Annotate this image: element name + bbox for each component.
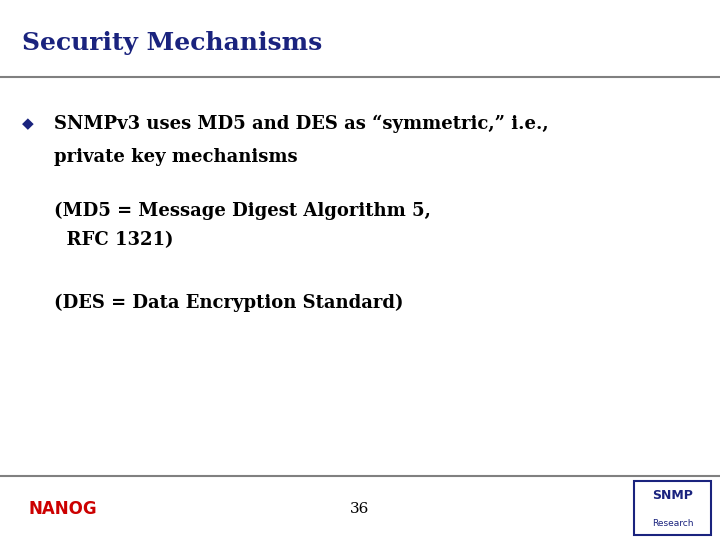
- Text: (MD5 = Message Digest Algorithm 5,: (MD5 = Message Digest Algorithm 5,: [54, 201, 431, 220]
- Text: (DES = Data Encryption Standard): (DES = Data Encryption Standard): [54, 293, 403, 312]
- Text: SNMPv3 uses MD5 and DES as “symmetric,” i.e.,: SNMPv3 uses MD5 and DES as “symmetric,” …: [54, 115, 549, 133]
- Text: RFC 1321): RFC 1321): [54, 231, 174, 249]
- Text: private key mechanisms: private key mechanisms: [54, 147, 297, 166]
- Text: Security Mechanisms: Security Mechanisms: [22, 31, 322, 55]
- FancyBboxPatch shape: [634, 481, 711, 535]
- Text: ◆: ◆: [22, 117, 33, 131]
- Text: Research: Research: [652, 519, 693, 528]
- Text: 36: 36: [351, 502, 369, 516]
- Text: SNMP: SNMP: [652, 489, 693, 502]
- Text: NANOG: NANOG: [29, 500, 97, 518]
